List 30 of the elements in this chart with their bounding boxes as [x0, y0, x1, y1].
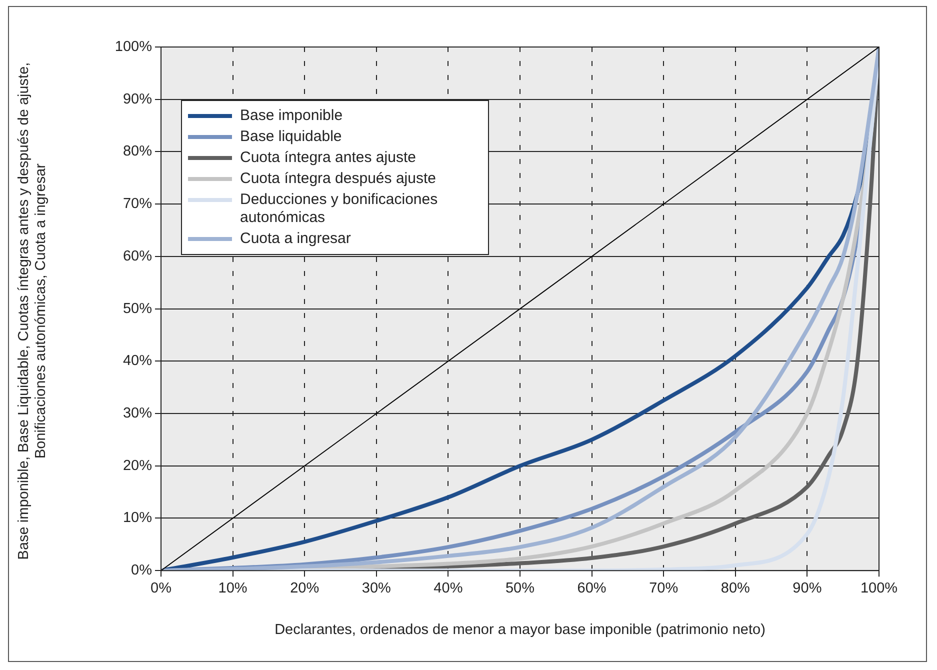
y-tick-label: 40%: [122, 353, 152, 370]
y-tick-label: 80%: [122, 144, 152, 160]
legend-label: Cuota íntegra antes ajuste: [240, 149, 416, 167]
x-tick-label: 30%: [362, 580, 392, 596]
x-tick-label: 20%: [290, 580, 320, 596]
x-tick-label: 70%: [649, 580, 678, 596]
y-axis-title: Base imponible, Base Liquidable, Cuotas íntegras antes y después de ajuste, Bonificaciones autonómicas, Cuota a ingresar: [16, 61, 50, 562]
legend-label: Deducciones y bonificaciones autonómicas: [240, 191, 439, 227]
y-tick-label: 60%: [122, 248, 152, 264]
y-tick-label: 10%: [122, 510, 152, 526]
legend-label: Cuota íntegra después ajuste: [240, 170, 436, 188]
legend-label: Base imponible: [240, 107, 343, 125]
y-tick-label: 50%: [122, 300, 152, 317]
x-tick-label: 50%: [505, 580, 535, 596]
y-tick-label: 30%: [122, 406, 152, 422]
x-tick-label: 80%: [720, 580, 750, 596]
x-axis-title: Declarantes, ordenados de menor a mayor base imponible (patrimonio neto): [274, 622, 766, 638]
x-tick-label: 0%: [150, 580, 172, 596]
y-tick-label: 90%: [122, 91, 152, 108]
x-tick-label: 10%: [218, 580, 248, 596]
x-tick-label: 40%: [434, 580, 463, 596]
x-tick-label: 60%: [577, 580, 606, 596]
x-tick-label: 90%: [792, 580, 822, 596]
y-tick-label: 0%: [131, 562, 152, 579]
y-tick-label: 20%: [122, 458, 152, 474]
x-tick-label: 100%: [860, 580, 898, 596]
legend-label: Cuota a ingresar: [240, 230, 351, 248]
y-tick-label: 100%: [114, 39, 152, 55]
y-tick-label: 70%: [122, 196, 152, 212]
legend-label: Base liquidable: [240, 128, 342, 146]
